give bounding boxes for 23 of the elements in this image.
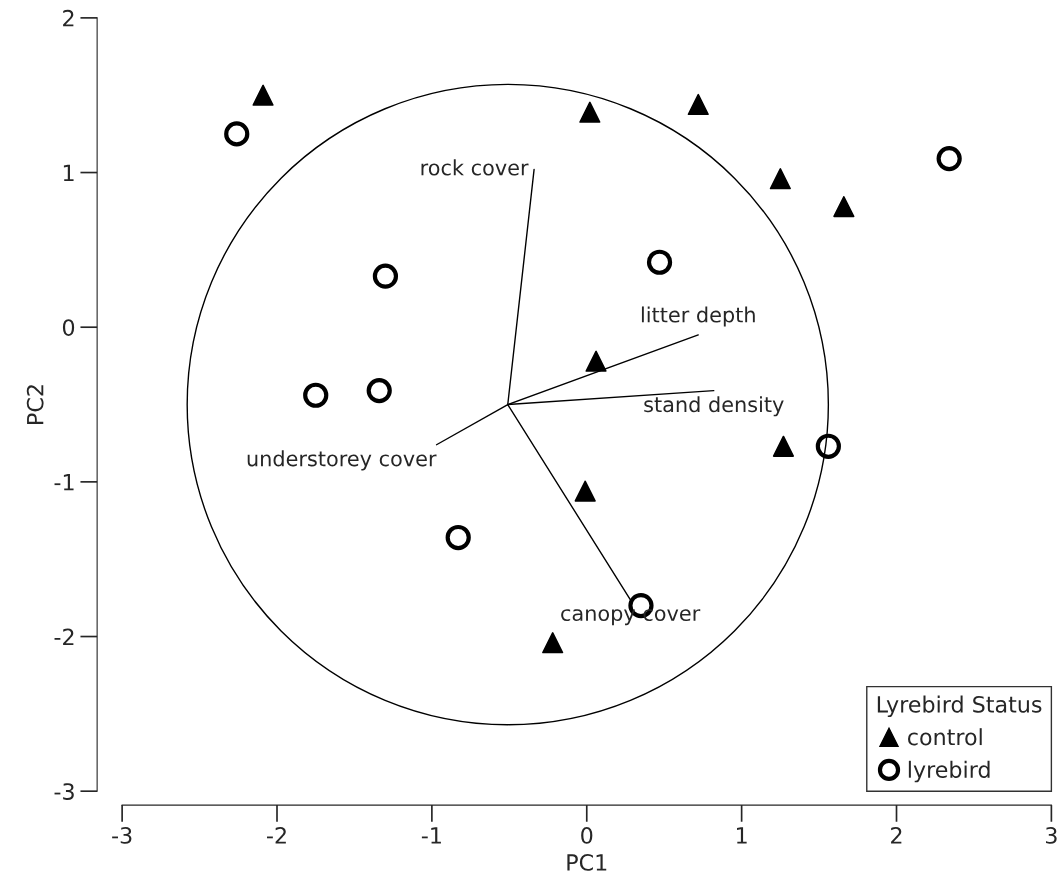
legend-label: control xyxy=(908,728,982,746)
x-tick-label: 2 xyxy=(891,827,902,844)
y-tick-label: 2 xyxy=(63,9,74,27)
y-tick-label: -3 xyxy=(54,783,74,800)
x-tick-label: 0 xyxy=(581,827,593,844)
y-tick-label: -1 xyxy=(54,474,74,491)
y-tick-label: -2 xyxy=(54,628,74,645)
annotation: understorey cover xyxy=(247,450,437,471)
legend-label: lyrebird xyxy=(908,760,990,783)
x-tick-label: -3 xyxy=(112,827,132,844)
x-tick-label: 1 xyxy=(737,827,747,844)
y-tick-label: 0 xyxy=(62,319,75,336)
y-tick-label: 1 xyxy=(63,164,74,181)
legend-title: Lyrebird Status xyxy=(877,695,1042,718)
x-tick-label: -1 xyxy=(421,827,441,844)
y-axis-title: PC2 xyxy=(26,385,44,424)
x-axis-title: PC1 xyxy=(567,854,607,871)
annotation: rock cover xyxy=(421,159,529,176)
x-tick-label: 3 xyxy=(1046,827,1057,844)
annotation: litter depth xyxy=(641,306,755,327)
x-tick-label: -2 xyxy=(267,827,286,844)
annotation: stand density xyxy=(644,396,784,417)
annotation: canopy cover xyxy=(561,609,701,626)
